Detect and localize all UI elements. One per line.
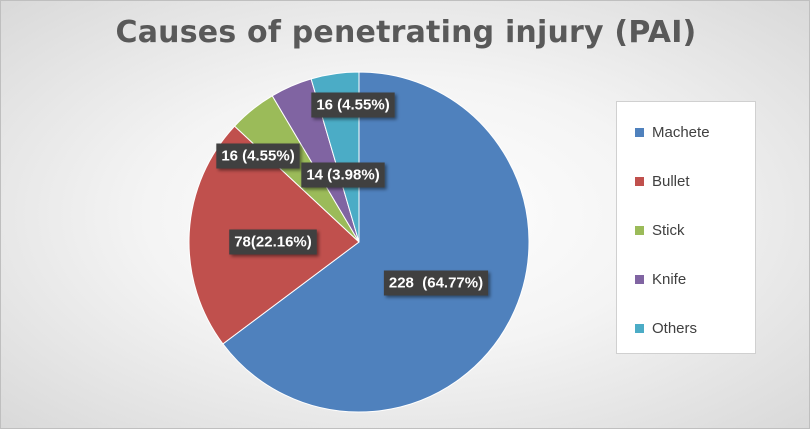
pie-slice-machete [222, 71, 530, 413]
legend-label-knife: Knife [652, 270, 687, 288]
legend-label-stick: Stick [652, 221, 685, 239]
data-label-machete: 228 (64.77%) [383, 270, 489, 296]
chart-title: Causes of penetrating injury (PAI) [115, 15, 697, 50]
data-label-knife: 14 (3.98%) [301, 162, 385, 188]
legend-item-bullet: Bullet [635, 171, 690, 191]
svg-text:16 (4.55%): 16 (4.55%) [316, 97, 389, 114]
legend-swatch-stick [635, 225, 644, 235]
legend-item-knife: Knife [635, 269, 686, 289]
chart-legend: Machete Bullet Stick Knife Others [616, 101, 756, 354]
legend-label-bullet: Bullet [652, 172, 690, 190]
svg-text:16 (4.55%): 16 (4.55%) [221, 148, 294, 165]
svg-text:14 (3.98%): 14 (3.98%) [306, 167, 379, 184]
legend-swatch-bullet [635, 176, 644, 186]
svg-text:228 (64.77%): 228 (64.77%) [389, 275, 483, 292]
legend-swatch-others [635, 323, 644, 333]
legend-label-others: Others [652, 319, 698, 337]
legend-swatch-machete [635, 127, 644, 137]
legend-label-machete: Machete [652, 123, 710, 141]
legend-item-stick: Stick [635, 220, 685, 240]
legend-item-machete: Machete [635, 122, 710, 142]
data-label-others: 16 (4.55%) [311, 92, 395, 118]
legend-swatch-knife [635, 274, 644, 284]
svg-text:78(22.16%): 78(22.16%) [234, 234, 312, 251]
data-label-bullet: 78(22.16%) [229, 229, 317, 255]
legend-item-others: Others [635, 318, 697, 338]
data-label-stick: 16 (4.55%) [216, 143, 300, 169]
